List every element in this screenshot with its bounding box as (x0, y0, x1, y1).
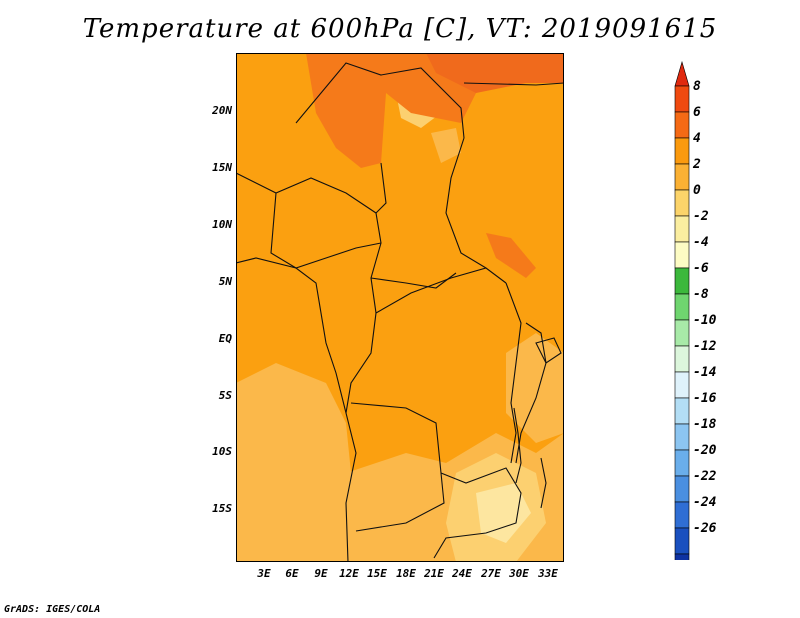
colorbar-label-minus4: -4 (693, 235, 709, 250)
colorbar-swatch (674, 553, 690, 560)
colorbar-swatch (674, 267, 690, 295)
colorbar-swatch (674, 397, 690, 425)
colorbar-swatch (674, 163, 690, 191)
warm-region-north (306, 53, 476, 168)
colorbar-swatch (674, 85, 690, 113)
colorbar-label-2: 2 (693, 157, 701, 172)
colorbar-label-minus22: -22 (693, 469, 717, 484)
border-north-1 (295, 62, 465, 139)
lon-label-9e: 9E (314, 567, 328, 580)
border-north-2 (463, 82, 564, 86)
lat-label-eq: EQ (218, 332, 232, 345)
colorbar-swatch (674, 527, 690, 555)
cool-region-southwest (236, 363, 351, 562)
lake-tanganyika (513, 407, 522, 484)
colorbar-label-minus12: -12 (693, 339, 717, 354)
cool-patch-north2 (431, 128, 461, 163)
colorbar-swatch (674, 189, 690, 217)
lon-label-21e: 21E (424, 567, 444, 580)
lon-label-3e: 3E (257, 567, 271, 580)
lat-label-15s: 15S (212, 502, 232, 515)
lon-label-12e: 12E (339, 567, 359, 580)
lon-label-27e: 27E (481, 567, 501, 580)
colorbar-swatch (674, 111, 690, 139)
lon-label-30e: 30E (509, 567, 529, 580)
lat-label-10n: 10N (212, 218, 232, 231)
colorbar-swatch (674, 293, 690, 321)
border-zambia (433, 467, 522, 559)
lat-label-5n: 5N (218, 275, 232, 288)
lat-label-20n: 20N (212, 104, 232, 117)
warmer-region-northeast (426, 53, 564, 93)
lon-label-18e: 18E (396, 567, 416, 580)
lake-victoria (535, 337, 562, 364)
colorbar-swatch (674, 319, 690, 347)
colorbar-label-minus2: -2 (693, 209, 709, 224)
lon-label-6e: 6E (285, 567, 299, 580)
colorbar-label-minus16: -16 (693, 391, 717, 406)
colorbar-label-8: 8 (693, 79, 701, 94)
colorbar-swatch (674, 501, 690, 529)
colorbar-label-minus18: -18 (693, 417, 717, 432)
colorbar-swatch (674, 345, 690, 373)
colorbar-label-minus10: -10 (693, 313, 717, 328)
map-title: Temperature at 600hPa [C], VT: 201909161… (82, 14, 718, 44)
colorbar-swatch (674, 215, 690, 243)
lon-label-24e: 24E (452, 567, 472, 580)
colorbar-label-minus26: -26 (693, 521, 717, 536)
lon-label-33e: 33E (538, 567, 558, 580)
coastline-west (236, 257, 357, 562)
grads-credit: GrADS: IGES/COLA (4, 604, 101, 615)
border-drc-east (505, 282, 522, 464)
colorbar (674, 60, 690, 560)
border-congo-drc (345, 312, 377, 414)
lake-malawi (540, 457, 547, 509)
coolest-region-southeast (476, 483, 531, 543)
colorbar-swatch (674, 371, 690, 399)
border-sudan (445, 137, 487, 269)
warm-patch-center (486, 233, 536, 278)
colorbar-label-minus24: -24 (693, 495, 717, 510)
border-car (370, 272, 457, 289)
colorbar-swatch (674, 449, 690, 477)
lat-label-5s: 5S (218, 389, 232, 402)
map-border (236, 53, 564, 562)
colorbar-label-minus14: -14 (693, 365, 717, 380)
colorbar-label-4: 4 (693, 131, 701, 146)
colorbar-label-minus8: -8 (693, 287, 709, 302)
colorbar-label-minus20: -20 (693, 443, 717, 458)
colorbar-swatch (674, 137, 690, 165)
border-nigeria (270, 192, 382, 269)
colorbar-swatch (674, 423, 690, 451)
colorbar-swatch (674, 475, 690, 503)
border-east-coast (515, 322, 547, 464)
colorbar-swatch (674, 241, 690, 269)
colorbar-label-minus6: -6 (693, 261, 709, 276)
temperature-map (236, 53, 564, 562)
border-sahel (236, 172, 507, 314)
border-chad (375, 162, 387, 214)
colorbar-top-arrow (674, 60, 690, 87)
lat-label-10s: 10S (212, 445, 232, 458)
lat-label-15n: 15N (212, 161, 232, 174)
lon-label-15e: 15E (367, 567, 387, 580)
colorbar-label-0: 0 (693, 183, 701, 198)
colorbar-label-6: 6 (693, 105, 701, 120)
